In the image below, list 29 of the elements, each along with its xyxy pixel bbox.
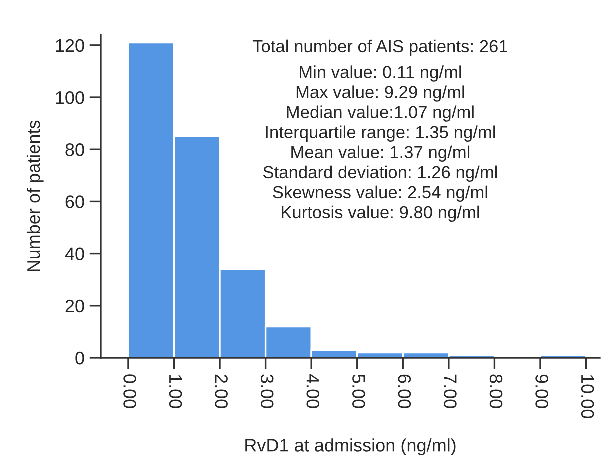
- annotation: Min value: 0.11 ng/ml: [300, 66, 462, 82]
- annotation: Standard deviation: 1.26 ng/ml: [263, 166, 498, 182]
- x-tick-label: 7.00: [444, 374, 457, 408]
- y-tick-label: 20: [66, 300, 84, 313]
- y-tick-label: 100: [56, 91, 84, 104]
- x-tick-label: 9.00: [536, 374, 548, 408]
- y-tick-label: 60: [66, 196, 84, 208]
- y-axis-title: Number of patients: [26, 120, 44, 272]
- y-tick-label: 40: [65, 248, 84, 261]
- x-tick-label: 6.00: [398, 374, 412, 408]
- x-tick-label: 4.00: [306, 374, 320, 408]
- x-tick-label: 3.00: [260, 374, 274, 408]
- x-axis-title: RvD1 at admission (ng/ml): [246, 438, 456, 456]
- x-tick-label: 2.00: [215, 374, 228, 408]
- y-tick-label: 120: [56, 39, 84, 52]
- annotation: Kurtosis value: 9.80 ng/ml: [282, 206, 480, 222]
- y-tick-label: 0: [76, 352, 84, 365]
- y-tick-label: 80: [66, 144, 84, 156]
- x-tick-label: 1.00: [169, 375, 182, 408]
- x-tick-label: 10.00: [581, 375, 594, 418]
- annotation: Max value: 9.29 ng/ml: [296, 86, 464, 102]
- annotation: Mean value: 1.37 ng/ml: [292, 146, 470, 162]
- x-tick-label: 0.00: [124, 374, 136, 408]
- annotation: Median value:1.07 ng/ml: [287, 106, 474, 122]
- x-tick-label: 8.00: [490, 374, 503, 408]
- annotation: Interquartile range: 1.35 ng/ml: [266, 126, 496, 142]
- annotation: Total number of AIS patients: 261: [252, 40, 508, 56]
- x-tick-label: 5.00: [352, 374, 366, 408]
- annotation: Skewness value: 2.54 ng/ml: [273, 186, 488, 202]
